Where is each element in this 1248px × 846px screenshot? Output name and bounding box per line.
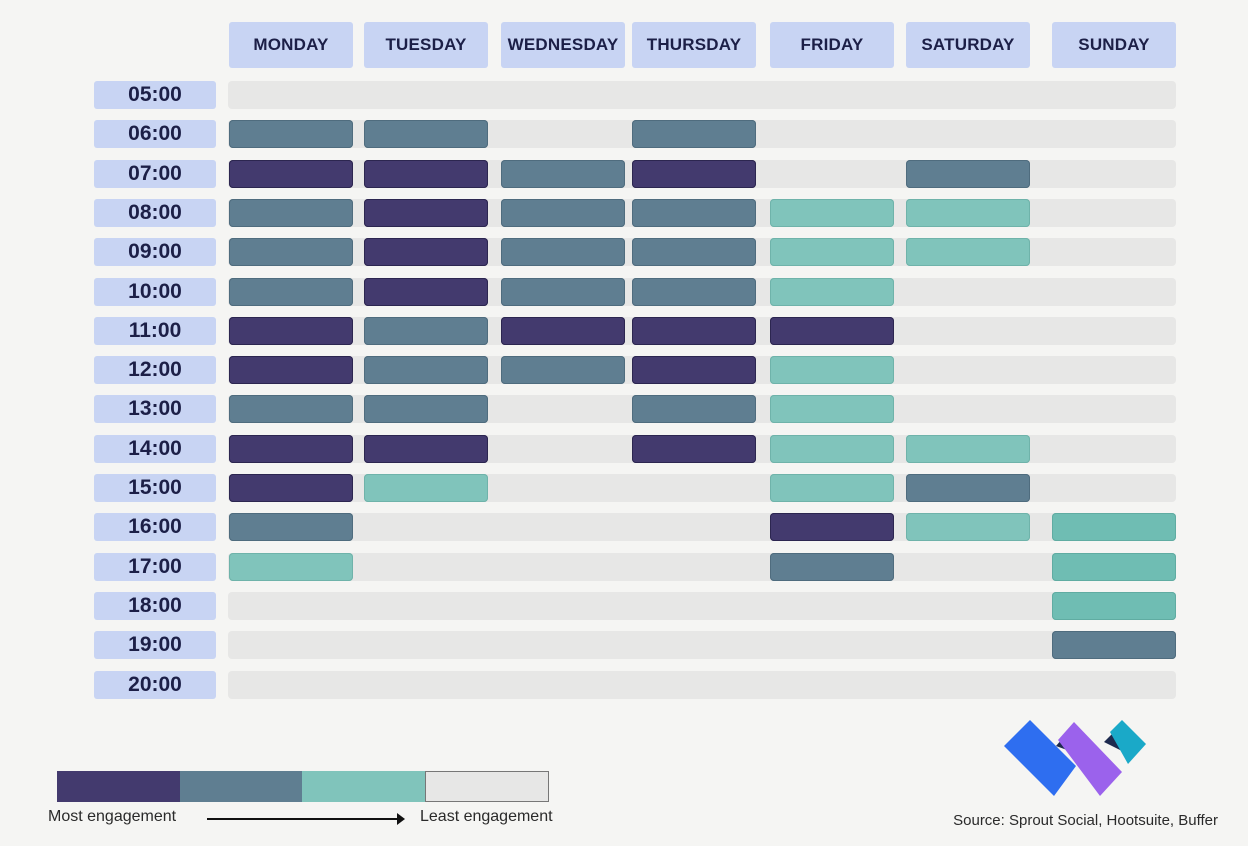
heatmap-cell (364, 317, 488, 345)
heatmap-cell (906, 474, 1030, 502)
heatmap-cell (229, 356, 353, 384)
heatmap-cell (229, 435, 353, 463)
heatmap-cell (770, 238, 894, 266)
legend-swatch-high (179, 771, 302, 802)
heatmap-cell (770, 435, 894, 463)
time-label: 11:00 (94, 317, 216, 345)
heatmap-cell (501, 356, 625, 384)
time-label: 08:00 (94, 199, 216, 227)
legend-arrow-icon (207, 813, 405, 825)
heatmap-cell (364, 120, 488, 148)
day-header-saturday: SATURDAY (906, 22, 1030, 68)
heatmap-cell (229, 120, 353, 148)
heatmap-cell (501, 317, 625, 345)
heatmap-cell (770, 278, 894, 306)
heatmap-cell (364, 395, 488, 423)
heatmap-cell (364, 435, 488, 463)
heatmap-cell (229, 278, 353, 306)
row-track (228, 553, 1176, 581)
heatmap-cell (632, 238, 756, 266)
legend-swatch-moderate (302, 771, 425, 802)
heatmap-cell (770, 395, 894, 423)
time-label: 20:00 (94, 671, 216, 699)
row-track (228, 513, 1176, 541)
heatmap-cell (1052, 631, 1176, 659)
day-header-wednesday: WEDNESDAY (501, 22, 625, 68)
legend-most-label: Most engagement (48, 808, 177, 825)
heatmap-cell (364, 474, 488, 502)
heatmap-cell (906, 513, 1030, 541)
time-label: 13:00 (94, 395, 216, 423)
heatmap-cell (770, 513, 894, 541)
heatmap-cell (364, 160, 488, 188)
heatmap-cell (632, 160, 756, 188)
heatmap-cell (632, 356, 756, 384)
heatmap-cell (906, 435, 1030, 463)
heatmap-cell (229, 395, 353, 423)
heatmap-cell (632, 317, 756, 345)
heatmap-cell (501, 278, 625, 306)
heatmap-cell (906, 199, 1030, 227)
legend-least-label: Least engagement (420, 808, 553, 825)
row-track (228, 671, 1176, 699)
heatmap-cell (906, 238, 1030, 266)
time-label: 05:00 (94, 81, 216, 109)
heatmap-cell (229, 513, 353, 541)
heatmap-cell (632, 199, 756, 227)
source-citation: Source: Sprout Social, Hootsuite, Buffer (953, 812, 1218, 829)
heatmap-cell (770, 317, 894, 345)
time-label: 06:00 (94, 120, 216, 148)
heatmap-cell (501, 160, 625, 188)
heatmap-cell (770, 199, 894, 227)
heatmap-cell (364, 278, 488, 306)
heatmap-cell (229, 238, 353, 266)
row-track (228, 81, 1176, 109)
heatmap-cell (364, 199, 488, 227)
day-header-tuesday: TUESDAY (364, 22, 488, 68)
heatmap-cell (632, 435, 756, 463)
legend-swatch-least (424, 771, 549, 802)
heatmap-cell (229, 160, 353, 188)
heatmap-cell (229, 474, 353, 502)
time-label: 10:00 (94, 278, 216, 306)
heatmap-cell (1052, 592, 1176, 620)
time-label: 07:00 (94, 160, 216, 188)
heatmap-cell (364, 238, 488, 266)
heatmap-cell (364, 356, 488, 384)
heatmap-cell (1052, 553, 1176, 581)
day-header-thursday: THURSDAY (632, 22, 756, 68)
heatmap-cell (501, 199, 625, 227)
heatmap-cell (632, 395, 756, 423)
time-label: 09:00 (94, 238, 216, 266)
w-logo-icon (1004, 720, 1146, 796)
time-label: 14:00 (94, 435, 216, 463)
heatmap-cell (1052, 513, 1176, 541)
heatmap-cell (906, 160, 1030, 188)
heatmap-cell (770, 474, 894, 502)
time-label: 15:00 (94, 474, 216, 502)
time-label: 17:00 (94, 553, 216, 581)
heatmap-cell (229, 199, 353, 227)
engagement-legend-bar (57, 771, 549, 802)
day-header-monday: MONDAY (229, 22, 353, 68)
row-track (228, 592, 1176, 620)
heatmap-cell (229, 317, 353, 345)
heatmap-cell (632, 278, 756, 306)
day-header-sunday: SUNDAY (1052, 22, 1176, 68)
time-label: 12:00 (94, 356, 216, 384)
heatmap-cell (501, 238, 625, 266)
heatmap-cell (229, 553, 353, 581)
day-header-friday: FRIDAY (770, 22, 894, 68)
legend-swatch-most (57, 771, 180, 802)
row-track (228, 631, 1176, 659)
time-label: 18:00 (94, 592, 216, 620)
heatmap-cell (770, 356, 894, 384)
heatmap-cell (770, 553, 894, 581)
time-label: 19:00 (94, 631, 216, 659)
heatmap-cell (632, 120, 756, 148)
time-label: 16:00 (94, 513, 216, 541)
